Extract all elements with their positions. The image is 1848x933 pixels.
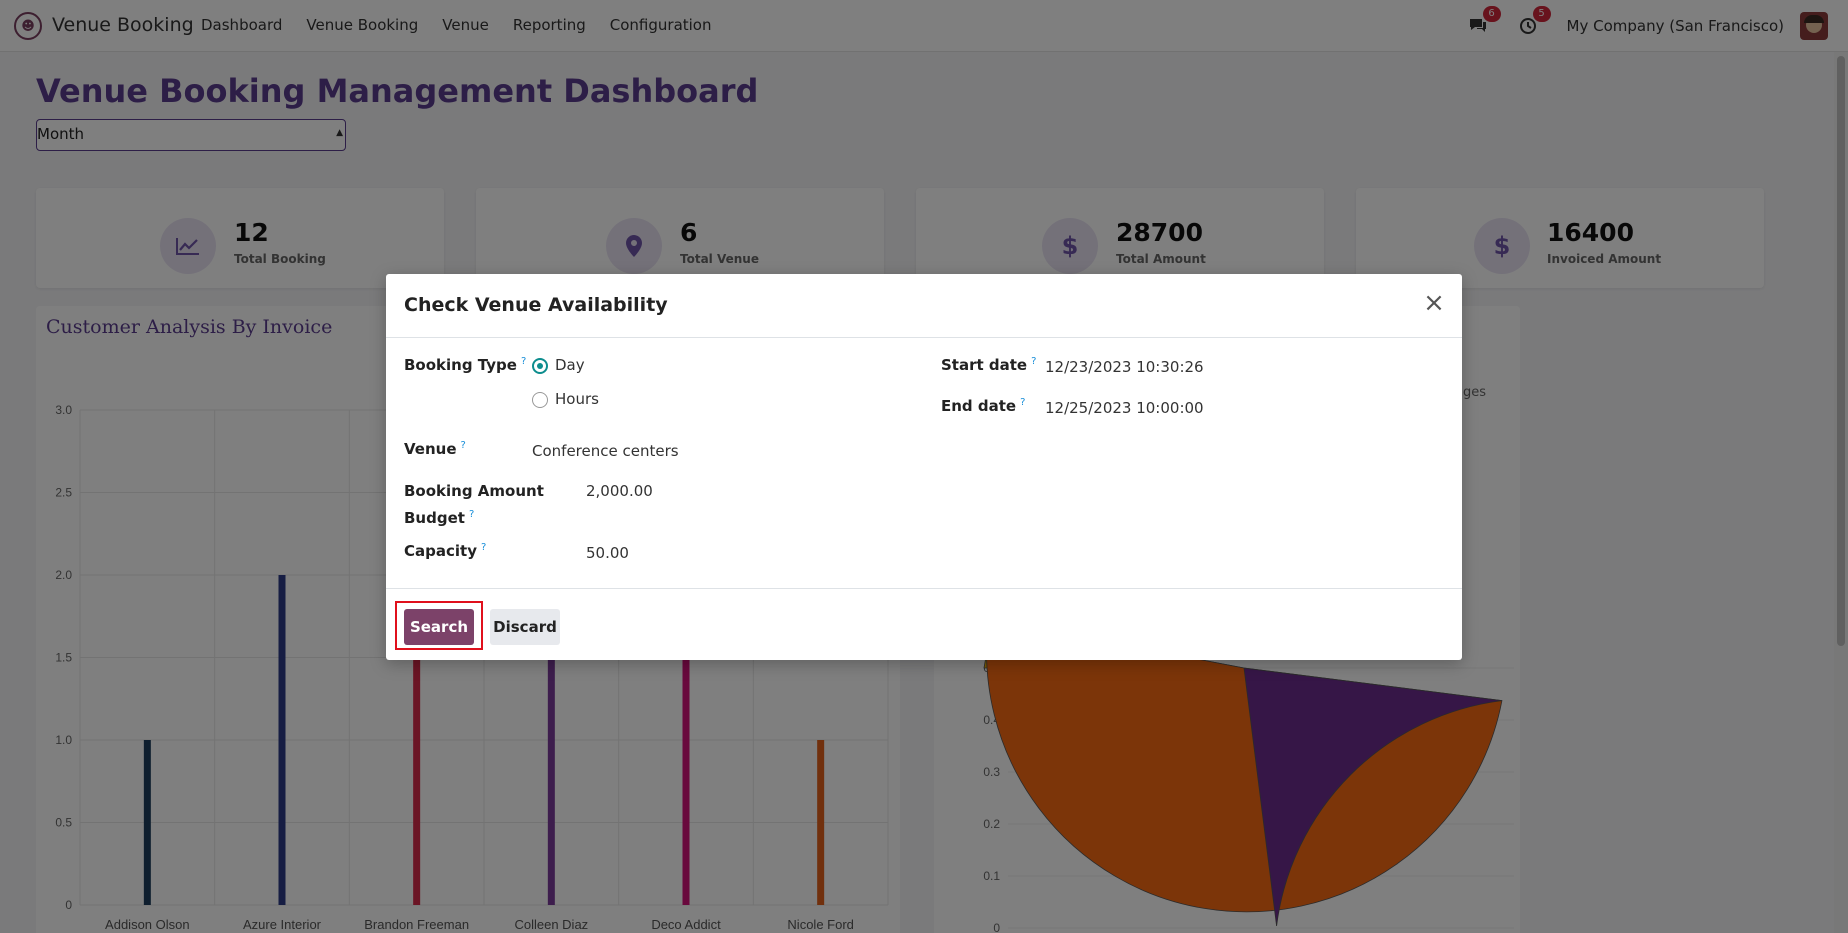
venue-field[interactable]: Conference centers [532,442,679,460]
start-date-label: Start date? [941,356,1037,374]
dialog-footer: Search Discard [386,588,1462,660]
discard-button[interactable]: Discard [490,609,560,645]
venue-label: Venue? [404,440,466,458]
booking-type-day-label[interactable]: Day [555,356,585,374]
budget-field[interactable]: 2,000.00 [586,482,653,500]
check-availability-dialog: Check Venue Availability × Booking Type?… [386,274,1462,660]
search-button[interactable]: Search [404,609,474,645]
search-button-highlight [395,601,483,650]
booking-type-label: Booking Type? [404,356,527,374]
booking-type-day-radio[interactable] [532,358,548,374]
help-icon[interactable]: ? [460,440,466,451]
start-date-field[interactable]: 12/23/2023 10:30:26 [1045,358,1204,376]
help-icon[interactable]: ? [1020,397,1026,408]
dialog-title: Check Venue Availability [404,294,668,316]
dialog-header: Check Venue Availability × [386,274,1462,338]
booking-type-hours-radio[interactable] [532,392,548,408]
end-date-label: End date? [941,397,1026,415]
close-icon[interactable]: × [1423,288,1445,318]
help-icon[interactable]: ? [468,509,475,520]
budget-label: Booking Amount Budget? [404,482,544,527]
capacity-label: Capacity? [404,542,487,560]
end-date-field[interactable]: 12/25/2023 10:00:00 [1045,399,1204,417]
capacity-field[interactable]: 50.00 [586,544,629,562]
help-icon[interactable]: ? [480,542,487,553]
help-icon[interactable]: ? [520,356,527,367]
booking-type-hours-label[interactable]: Hours [555,390,599,408]
help-icon[interactable]: ? [1031,356,1037,367]
